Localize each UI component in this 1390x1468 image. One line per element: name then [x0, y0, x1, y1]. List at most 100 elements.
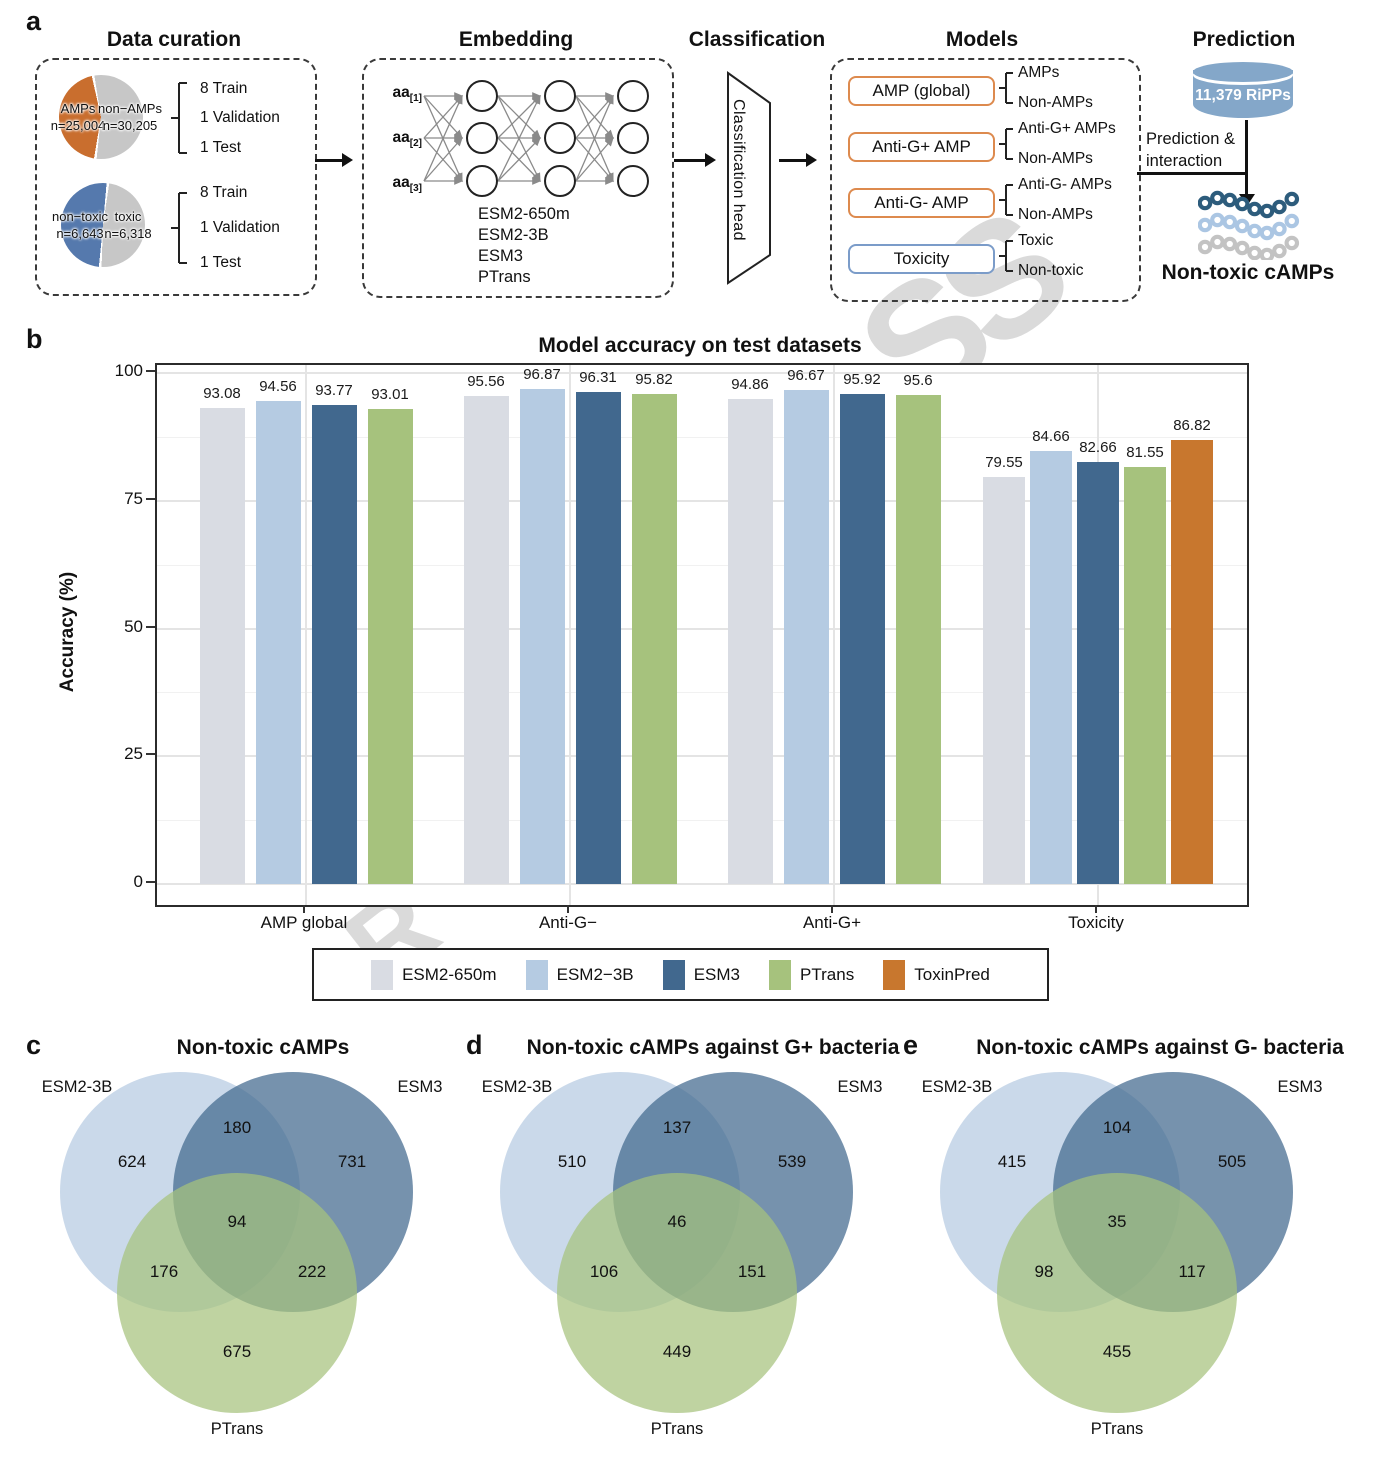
venn-circle-ptrans — [997, 1173, 1237, 1413]
panel-label-e: e — [903, 1030, 919, 1060]
bar-value-label: 96.31 — [579, 368, 617, 386]
flow-line — [1137, 172, 1247, 175]
bar-value-label: 93.08 — [203, 385, 241, 403]
venn-count: 731 — [337, 1152, 367, 1171]
bar-ESM3-Anti-G− — [575, 391, 621, 884]
bar-value-label: 96.87 — [523, 365, 561, 383]
venn-count: 455 — [1102, 1342, 1132, 1361]
panel-label-c: c — [26, 1030, 42, 1060]
nn-input-label: aa[2] — [392, 129, 422, 150]
bar-value-label: 82.66 — [1079, 438, 1117, 456]
bar-value-label: 93.01 — [371, 385, 409, 403]
venn-count: 151 — [737, 1262, 767, 1281]
y-tick-label: 0 — [133, 872, 143, 891]
legend-swatch — [769, 959, 792, 990]
chart-title: Model accuracy on test datasets — [538, 334, 862, 357]
flow-label: Prediction & — [1146, 130, 1235, 148]
split-item: 1 Test — [200, 254, 242, 271]
venn-set-label: PTrans — [650, 1420, 704, 1438]
flow-arrow — [674, 153, 716, 167]
split-item: 8 Train — [200, 80, 248, 97]
legend-label: ToxinPred — [914, 964, 990, 984]
legend-item: ToxinPred — [883, 959, 990, 990]
gridline-minor — [157, 436, 1247, 438]
pie-slice-label: AMPs — [60, 101, 96, 116]
database-label: 11,379 RiPPs — [1195, 87, 1291, 104]
model-output-label: Anti-G- AMPs — [1018, 176, 1112, 193]
y-tick-label: 75 — [124, 489, 143, 508]
neural-network-diagram — [423, 80, 649, 197]
bar-value-label: 95.82 — [635, 371, 673, 389]
y-tick-mark — [146, 626, 155, 628]
bar-ToxinPred-Toxicity — [1171, 440, 1213, 884]
output-bracket — [999, 184, 1013, 216]
legend-item: PTrans — [769, 959, 854, 990]
legend-item: ESM3 — [662, 959, 740, 990]
venn-set-label: ESM3 — [397, 1078, 443, 1096]
venn-count: 675 — [222, 1342, 252, 1361]
y-tick-label: 25 — [124, 744, 143, 763]
x-category-label: Anti-G− — [538, 913, 598, 932]
venn-count: 94 — [227, 1212, 247, 1231]
pie-slice-count: n=6,318 — [104, 226, 152, 241]
venn-count: 180 — [222, 1118, 252, 1137]
bar-value-label: 95.92 — [843, 370, 881, 388]
bar-ESM2-650m-Toxicity — [983, 477, 1025, 884]
venn-circle-ptrans — [117, 1173, 357, 1413]
legend-label: ESM2−3B — [556, 964, 634, 984]
section-title-models: Models — [945, 28, 1019, 51]
model-chip-toxicity: Toxicity — [848, 244, 995, 274]
venn-panel-d: d Non-toxic cAMPs against G+ bacteria ES… — [458, 1030, 906, 1468]
section-title-classification: Classification — [688, 28, 826, 51]
bar-ESM3-Toxicity — [1077, 461, 1119, 884]
venn-count: 35 — [1107, 1212, 1127, 1231]
split-item: 1 Validation — [200, 219, 280, 236]
bar-value-label: 93.77 — [315, 381, 353, 399]
model-output-label: Toxic — [1018, 232, 1054, 249]
venn-circle-ptrans — [557, 1173, 797, 1413]
bar-PTrans-Toxicity — [1124, 467, 1166, 884]
pie-slice-label: non−AMPs — [98, 101, 162, 116]
bar-ESM2-650m-AMP global — [199, 408, 245, 884]
legend-swatch — [371, 959, 394, 990]
venn-set-label: PTrans — [210, 1420, 264, 1438]
venn-count: 98 — [1034, 1262, 1054, 1281]
bar-value-label: 95.6 — [903, 372, 933, 390]
data-curation-box — [35, 58, 317, 296]
x-tick-mark — [567, 905, 569, 913]
embedding-box — [362, 58, 674, 298]
venn-title: Non-toxic cAMPs — [176, 1036, 350, 1059]
split-item: 1 Validation — [200, 109, 280, 126]
legend-label: ESM2-650m — [402, 964, 497, 984]
venn-title: Non-toxic cAMPs against G- bacteria — [976, 1036, 1344, 1059]
flow-arrow — [315, 153, 353, 167]
model-output-label: Non-AMPs — [1018, 94, 1093, 111]
flow-arrow-down — [1238, 120, 1255, 206]
toxicity-pie-chart — [61, 183, 145, 267]
gridline-minor — [157, 820, 1247, 822]
section-title-embedding: Embedding — [458, 28, 574, 51]
split-item: 8 Train — [200, 184, 248, 201]
legend-item: ESM2−3B — [525, 959, 634, 990]
x-tick-mark — [831, 905, 833, 913]
venn-panel-e: e Non-toxic cAMPs against G- bacteria ES… — [898, 1030, 1346, 1468]
gridline-vertical — [833, 365, 835, 905]
y-axis-title: Accuracy (%) — [57, 571, 78, 693]
bar-ESM2−3B-Anti-G+ — [783, 390, 829, 884]
bar-PTrans-Anti-G+ — [895, 395, 941, 884]
bar-ESM2−3B-AMP global — [255, 400, 301, 884]
x-category-label: Anti-G+ — [802, 913, 862, 932]
nn-input-label: aa[1] — [392, 84, 422, 105]
chart-legend: ESM2-650m ESM2−3B ESM3 PTrans ToxinPred — [312, 948, 1049, 1001]
x-category-label: Toxicity — [1068, 913, 1124, 932]
result-label: Non-toxic cAMPs — [1161, 261, 1335, 284]
venn-set-label: ESM3 — [1277, 1078, 1323, 1096]
panel-label-d: d — [466, 1030, 483, 1060]
gridline-minor — [157, 564, 1247, 566]
bar-ESM2−3B-Toxicity — [1030, 451, 1072, 884]
bar-value-label: 94.86 — [731, 376, 769, 394]
pie-slice-count: n=6,643 — [56, 226, 104, 241]
gridline-vertical — [569, 365, 571, 905]
gridline-major — [157, 372, 1247, 374]
